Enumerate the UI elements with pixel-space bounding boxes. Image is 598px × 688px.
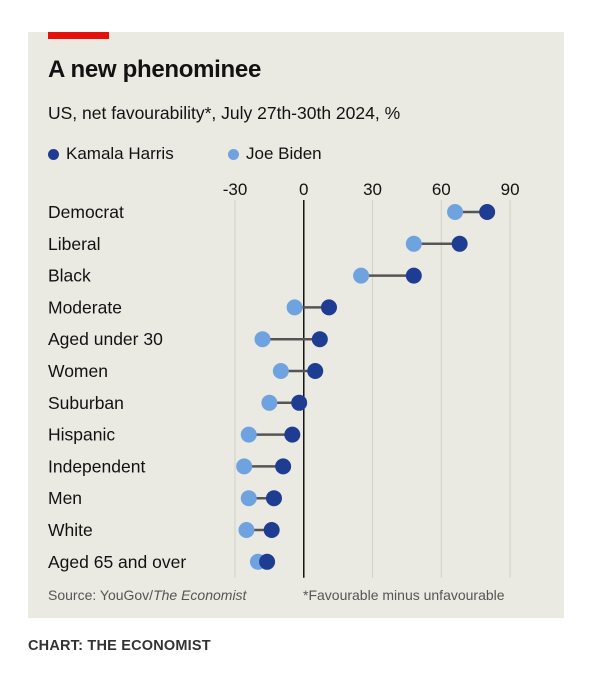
harris-point (259, 553, 276, 570)
source-note: Source: YouGov/The Economist (48, 587, 246, 603)
harris-point (263, 522, 280, 538)
category-label: Aged under 30 (48, 329, 163, 349)
category-label: Black (48, 266, 91, 286)
biden-point (272, 363, 289, 379)
harris-point (265, 490, 282, 507)
category-label: Suburban (48, 393, 124, 413)
category-label: White (48, 520, 93, 540)
harris-point (320, 299, 337, 316)
chart-subtitle: US, net favourability*, July 27th-30th 2… (48, 103, 401, 123)
biden-point (254, 331, 271, 348)
source-publication: The Economist (153, 587, 247, 603)
chart-title: A new phenominee (48, 56, 262, 83)
chart-panel (28, 32, 564, 618)
harris-point (307, 363, 324, 379)
biden-point (353, 267, 370, 284)
harris-point (451, 235, 468, 252)
biden-point (238, 522, 255, 538)
footnote: *Favourable minus unfavourable (303, 587, 505, 603)
biden-point (236, 458, 253, 475)
category-label: Democrat (48, 202, 124, 222)
category-label: Aged 65 and over (48, 552, 186, 572)
biden-point (405, 235, 422, 252)
category-label: Men (48, 488, 82, 508)
x-tick-label: 30 (363, 180, 382, 199)
chart-credit: CHART: THE ECONOMIST (28, 638, 211, 654)
harris-legend-marker (48, 148, 59, 160)
biden-point (447, 204, 464, 220)
category-label: Women (48, 361, 108, 381)
harris-point (275, 458, 292, 475)
legend-label-harris: Kamala Harris (66, 144, 174, 163)
category-label: Moderate (48, 297, 122, 317)
legend-item-biden: Joe Biden (228, 144, 322, 164)
category-label: Hispanic (48, 425, 115, 445)
biden-point (240, 426, 257, 443)
biden-point (240, 490, 257, 507)
x-tick-label: 90 (501, 180, 520, 199)
harris-point (479, 204, 496, 220)
biden-point (261, 394, 278, 411)
harris-point (405, 267, 422, 284)
x-tick-label: 0 (299, 180, 308, 199)
legend-label-biden: Joe Biden (246, 144, 322, 163)
legend-item-harris: Kamala Harris (48, 144, 174, 164)
harris-point (284, 426, 301, 443)
harris-point (311, 331, 328, 348)
brand-accent-bar (48, 32, 109, 39)
x-tick-label: 60 (432, 180, 451, 199)
source-prefix: Source: YouGov/ (48, 587, 154, 603)
biden-point (286, 299, 303, 316)
harris-point (291, 394, 308, 411)
category-label: Liberal (48, 234, 101, 254)
x-tick-label: -30 (223, 180, 248, 199)
category-label: Independent (48, 456, 145, 476)
biden-legend-marker (228, 148, 239, 160)
